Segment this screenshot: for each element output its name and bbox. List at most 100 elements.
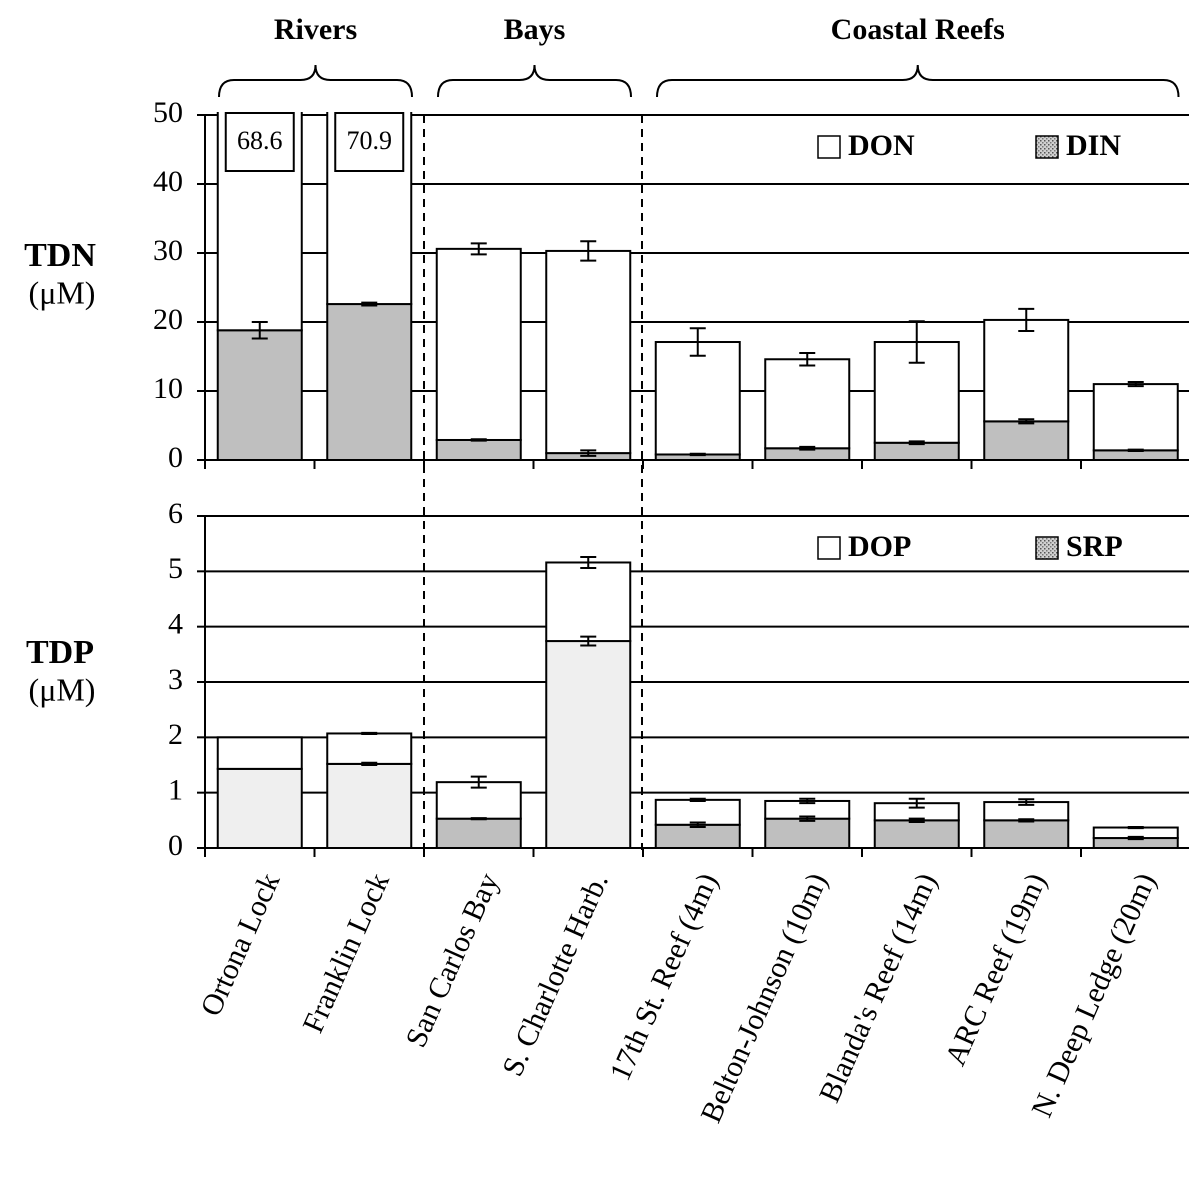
y-tick-label: 1	[168, 774, 183, 807]
error-bar	[799, 352, 816, 367]
error-bar	[580, 555, 597, 570]
bar-segment	[545, 640, 632, 848]
y-tick-label: 4	[168, 608, 183, 641]
error-bar	[689, 821, 706, 828]
annotation: 70.9	[347, 126, 393, 155]
legend-swatch	[1035, 135, 1059, 159]
y-axis-unit: (μM)	[29, 274, 96, 310]
error-bar	[361, 731, 378, 736]
group-brace	[218, 64, 413, 98]
x-tick-label: Franklin Lock	[296, 868, 396, 1037]
legend-label: DIN	[1066, 129, 1121, 162]
bar-segment	[654, 341, 741, 456]
group-label: Rivers	[274, 13, 357, 46]
bar-segment	[216, 767, 303, 848]
bar-segment	[435, 438, 522, 460]
legend-swatch	[1035, 536, 1059, 560]
y-tick-label: 6	[168, 497, 183, 530]
error-bar	[908, 440, 925, 446]
error-bar	[580, 635, 597, 647]
bar-segment	[1092, 383, 1179, 452]
bar-segment	[326, 762, 413, 848]
error-bar	[580, 449, 597, 457]
bar-segment	[764, 358, 851, 450]
bar-segment	[983, 318, 1070, 423]
error-bar	[689, 452, 706, 457]
bars	[216, 561, 1179, 848]
bar-segment	[983, 819, 1070, 848]
legend-label: DON	[848, 129, 915, 162]
bar-segment	[654, 798, 741, 826]
x-tick-label: ARC Reef (19m)	[939, 868, 1053, 1070]
x-tick-label: S. Charlotte Harb.	[496, 868, 615, 1081]
error-bar	[251, 321, 268, 340]
error-bar	[1127, 448, 1144, 453]
x-tick-label: Ortona Lock	[194, 868, 286, 1021]
error-bar	[689, 797, 706, 802]
error-bar	[580, 240, 597, 262]
y-axis-label: TDN	[24, 237, 96, 274]
group-label: Coastal Reefs	[831, 13, 1005, 46]
y-tick-label: 30	[153, 234, 183, 267]
annotation-box	[334, 112, 405, 172]
y-tick-label: 20	[153, 303, 183, 336]
error-bar	[908, 817, 925, 823]
bar-segment	[326, 732, 413, 765]
legend-label: DOP	[848, 530, 911, 563]
bar-segment	[873, 819, 960, 848]
bar-segment	[545, 561, 632, 643]
error-bar	[1018, 418, 1035, 425]
y-tick-label: 2	[168, 718, 183, 751]
error-bar	[361, 301, 378, 307]
bar-segment	[435, 817, 522, 848]
error-bar	[799, 815, 816, 822]
bar-segment	[216, 329, 303, 460]
error-bar	[470, 438, 487, 442]
bar-segment	[764, 817, 851, 848]
group-brace	[437, 64, 632, 98]
error-bar	[470, 242, 487, 256]
error-bar	[799, 445, 816, 451]
bars	[216, 112, 1179, 460]
x-tick-label: N. Deep Ledge (20m)	[1025, 868, 1162, 1122]
bar-segment	[545, 249, 632, 455]
y-axis-unit: (μM)	[29, 671, 96, 707]
group-brace	[656, 64, 1180, 98]
x-tick-label: Blanda's Reef (14m)	[813, 868, 944, 1107]
legend-label: SRP	[1066, 530, 1123, 563]
bar-segment	[216, 736, 303, 770]
bar-segment	[654, 823, 741, 848]
error-bar	[470, 817, 487, 821]
y-tick-label: 5	[168, 552, 183, 585]
bar-segment	[983, 420, 1070, 460]
error-bar	[689, 327, 706, 357]
error-bar	[1018, 818, 1035, 823]
x-tick-label: San Carlos Bay	[399, 868, 505, 1052]
error-bar	[1018, 307, 1035, 332]
y-tick-label: 3	[168, 663, 183, 696]
error-bar	[1018, 798, 1035, 806]
error-bar	[1127, 825, 1144, 830]
error-bar	[470, 775, 487, 789]
x-tick-label: 17th St. Reef (4m)	[603, 868, 724, 1085]
error-bar	[799, 797, 816, 805]
legend-swatch	[817, 135, 841, 159]
bar-segment	[873, 441, 960, 460]
y-tick-label: 10	[153, 372, 183, 405]
annotation-box	[224, 112, 295, 172]
error-bar	[1127, 835, 1144, 841]
x-tick-label: Belton-Johnson (10m)	[694, 868, 834, 1127]
error-bar	[1127, 381, 1144, 388]
y-tick-label: 40	[153, 165, 183, 198]
y-tick-label: 50	[153, 96, 183, 129]
error-bar	[361, 761, 378, 766]
legend-swatch	[817, 536, 841, 560]
error-bar	[908, 797, 925, 809]
group-label: Bays	[504, 13, 566, 46]
bar-segment	[326, 303, 413, 460]
annotation: 68.6	[237, 126, 283, 155]
y-tick-label: 0	[168, 441, 183, 474]
y-axis-label: TDP	[26, 634, 94, 671]
bar-segment	[435, 247, 522, 441]
y-tick-label: 0	[168, 829, 183, 862]
